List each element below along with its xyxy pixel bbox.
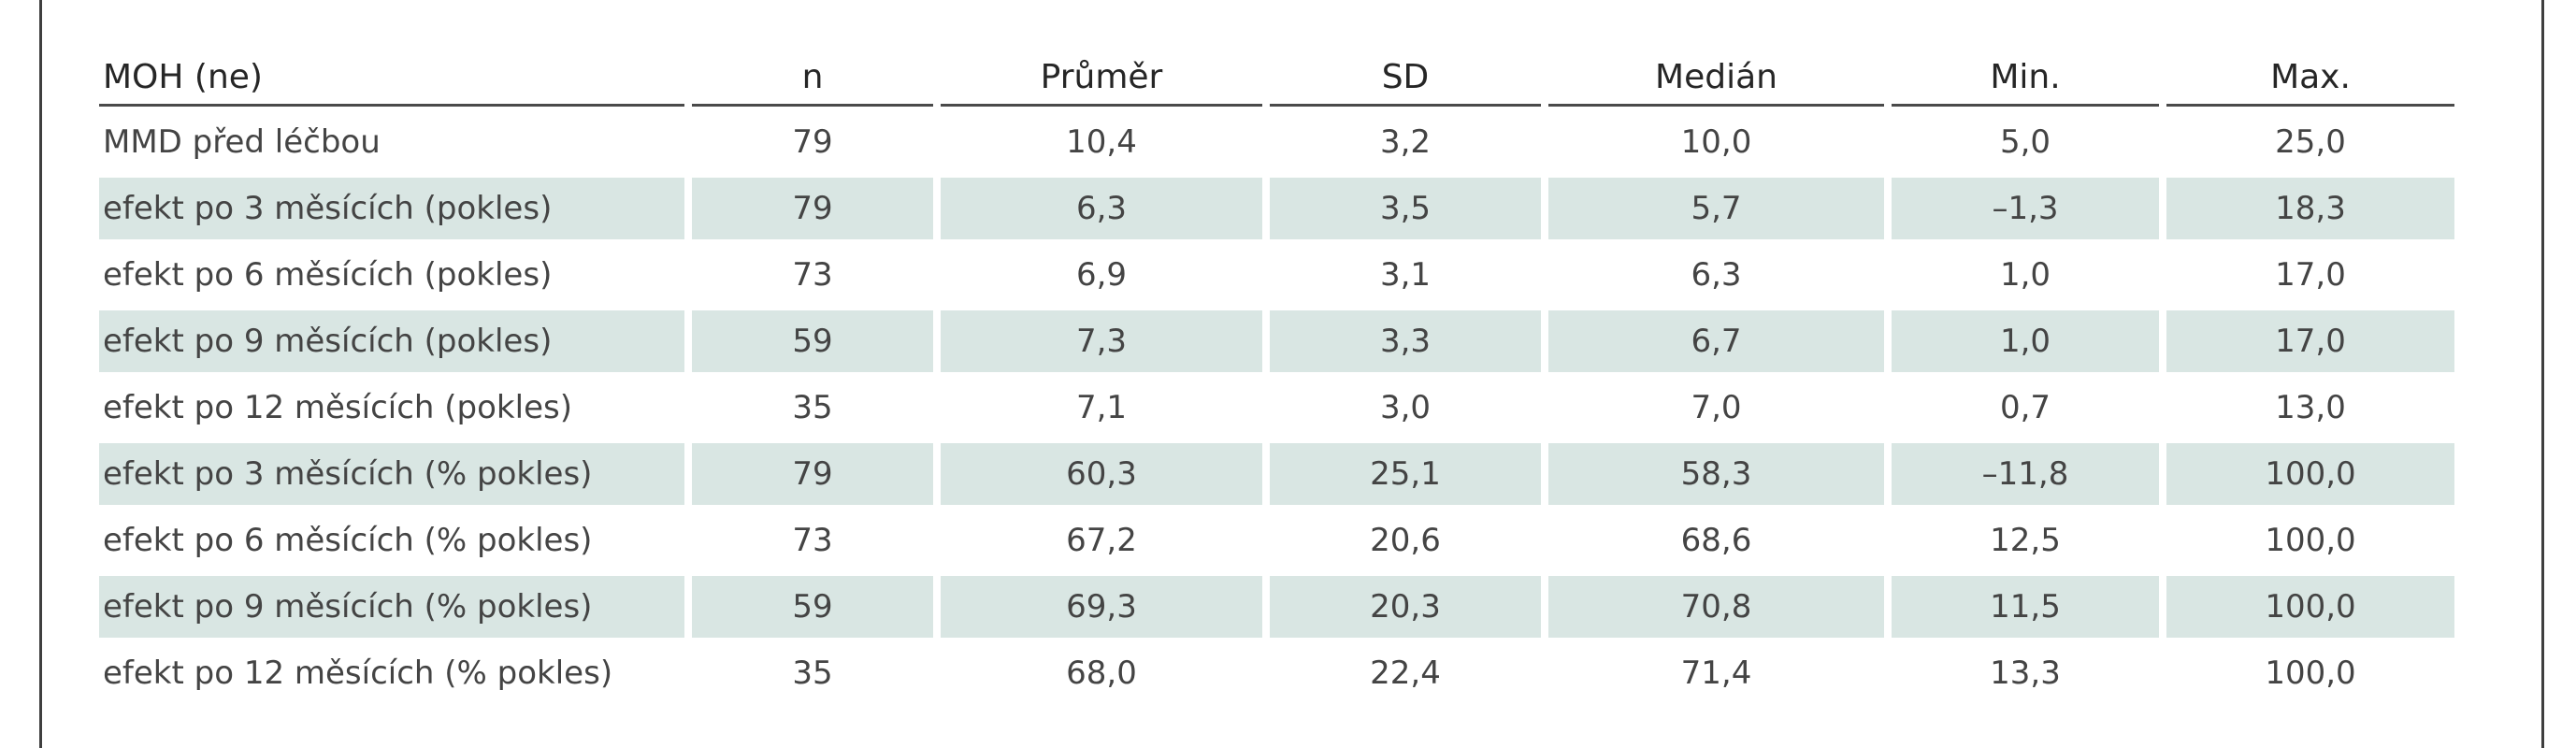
- table-row: efekt po 9 měsících (% pokles) 59 69,3 20,3…: [99, 576, 2454, 638]
- statistics-table: MOH (ne) n Průměr SD Medián Min. Max. MMD před…: [92, 45, 2462, 709]
- table-row: efekt po 6 měsících (% pokles) 73 67,2 20,6…: [99, 510, 2454, 571]
- table-row: efekt po 12 měsících (pokles) 35 7,1 3,0 7,0…: [99, 377, 2454, 439]
- table-row: MMD před léčbou 79 10,4 3,2 10,0 5,0 25,0: [99, 111, 2454, 173]
- cell-sd: 22,4: [1370, 654, 1441, 692]
- cell-label: efekt po 6 měsících (% pokles): [103, 522, 593, 559]
- cell-median: 6,3: [1691, 256, 1742, 294]
- cell-n: 79: [792, 123, 833, 161]
- cell-min: 0,7: [1999, 389, 2051, 426]
- cell-mean: 68,0: [1066, 654, 1137, 692]
- column-header-label: MOH (ne): [99, 50, 684, 107]
- column-header-n: n: [692, 50, 933, 107]
- cell-min: 13,3: [1990, 654, 2061, 692]
- cell-sd: 20,6: [1370, 522, 1441, 559]
- cell-label: efekt po 12 měsících (pokles): [103, 389, 572, 426]
- cell-min: –1,3: [1892, 178, 2159, 239]
- cell-mean: 10,4: [1066, 123, 1137, 161]
- column-header-sd: SD: [1270, 50, 1541, 107]
- cell-max: 100,0: [2265, 654, 2356, 692]
- column-header-mean: Průměr: [941, 50, 1262, 107]
- cell-label: MMD před léčbou: [103, 123, 381, 161]
- cell-max: 17,0: [2275, 256, 2346, 294]
- table-row: efekt po 3 měsících (% pokles) 79 60,3 25,1…: [99, 443, 2454, 505]
- cell-max: 18,3: [2166, 178, 2454, 239]
- cell-n: 59: [692, 310, 933, 372]
- cell-n: 59: [692, 576, 933, 638]
- cell-min: –11,8: [1892, 443, 2159, 505]
- cell-max: 100,0: [2166, 443, 2454, 505]
- cell-sd: 20,3: [1270, 576, 1541, 638]
- cell-n: 79: [692, 178, 933, 239]
- cell-label: efekt po 3 měsících (% pokles): [99, 443, 684, 505]
- cell-mean: 6,9: [1075, 256, 1128, 294]
- cell-label: efekt po 9 měsících (pokles): [99, 310, 684, 372]
- cell-max: 25,0: [2275, 123, 2346, 161]
- cell-max: 17,0: [2166, 310, 2454, 372]
- cell-mean: 60,3: [941, 443, 1262, 505]
- cell-mean: 69,3: [941, 576, 1262, 638]
- cell-min: 5,0: [1999, 123, 2051, 161]
- header-row: MOH (ne) n Průměr SD Medián Min. Max.: [99, 50, 2454, 107]
- table-frame: MOH (ne) n Průměr SD Medián Min. Max. MMD před…: [39, 0, 2544, 748]
- table-row: efekt po 9 měsících (pokles) 59 7,3 3,3 6,7 1…: [99, 310, 2454, 372]
- cell-min: 12,5: [1990, 522, 2061, 559]
- column-header-min: Min.: [1892, 50, 2159, 107]
- table-body: MMD před léčbou 79 10,4 3,2 10,0 5,0 25,0 efekt…: [99, 111, 2454, 704]
- cell-median: 70,8: [1548, 576, 1884, 638]
- table-row: efekt po 3 měsících (pokles) 79 6,3 3,5 5,7–…: [99, 178, 2454, 239]
- cell-n: 79: [692, 443, 933, 505]
- column-header-median: Medián: [1548, 50, 1884, 107]
- cell-mean: 7,3: [941, 310, 1262, 372]
- table-row: efekt po 6 měsících (pokles) 73 6,9 3,1 6,3 1…: [99, 244, 2454, 306]
- cell-median: 71,4: [1680, 654, 1752, 692]
- cell-n: 35: [792, 389, 833, 426]
- cell-label: efekt po 3 měsících (pokles): [99, 178, 684, 239]
- cell-label: efekt po 9 měsících (% pokles): [99, 576, 684, 638]
- cell-mean: 67,2: [1066, 522, 1137, 559]
- table-row: efekt po 12 měsících (% pokles) 35 68,0 22,…: [99, 642, 2454, 704]
- cell-sd: 3,5: [1270, 178, 1541, 239]
- cell-mean: 6,3: [941, 178, 1262, 239]
- cell-median: 7,0: [1691, 389, 1742, 426]
- cell-min: 11,5: [1892, 576, 2159, 638]
- cell-sd: 25,1: [1270, 443, 1541, 505]
- cell-n: 73: [792, 522, 833, 559]
- column-header-max: Max.: [2166, 50, 2454, 107]
- cell-median: 58,3: [1548, 443, 1884, 505]
- cell-median: 68,6: [1680, 522, 1752, 559]
- cell-n: 35: [792, 654, 833, 692]
- cell-max: 100,0: [2265, 522, 2356, 559]
- cell-sd: 3,3: [1270, 310, 1541, 372]
- cell-max: 100,0: [2166, 576, 2454, 638]
- cell-max: 13,0: [2275, 389, 2346, 426]
- cell-label: efekt po 6 měsících (pokles): [103, 256, 553, 294]
- cell-median: 5,7: [1548, 178, 1884, 239]
- cell-label: efekt po 12 měsících (% pokles): [103, 654, 613, 692]
- cell-sd: 3,2: [1379, 123, 1432, 161]
- cell-min: 1,0: [1892, 310, 2159, 372]
- cell-median: 6,7: [1548, 310, 1884, 372]
- cell-median: 10,0: [1680, 123, 1752, 161]
- cell-sd: 3,1: [1379, 256, 1432, 294]
- table-header: MOH (ne) n Průměr SD Medián Min. Max.: [99, 50, 2454, 107]
- cell-sd: 3,0: [1379, 389, 1432, 426]
- cell-min: 1,0: [1999, 256, 2051, 294]
- cell-mean: 7,1: [1075, 389, 1128, 426]
- cell-n: 73: [792, 256, 833, 294]
